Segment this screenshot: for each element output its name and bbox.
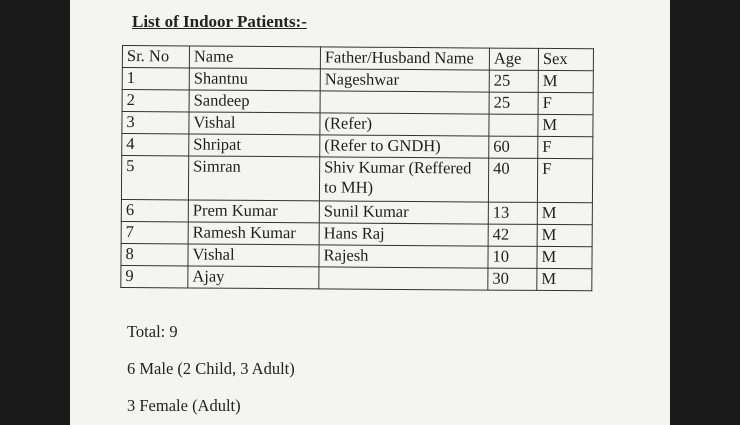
cell-sr-no: 6: [121, 199, 189, 222]
cell-name: Sandeep: [189, 89, 321, 113]
table-row: 9 Ajay 30 M: [120, 265, 592, 291]
cell-name: Prem Kumar: [188, 199, 320, 223]
header-sex: Sex: [538, 48, 594, 71]
cell-age: 30: [487, 268, 537, 291]
cell-sex: M: [536, 246, 593, 269]
cell-age: 40: [488, 158, 538, 203]
cell-father-husband-name: Nageshwar: [320, 68, 490, 93]
cell-name: Ramesh Kumar: [188, 221, 320, 245]
cell-father-husband-name: Sunil Kumar: [319, 200, 489, 225]
cell-sex: F: [537, 136, 593, 159]
cell-name: Simran: [188, 155, 320, 201]
document-paper: List of Indoor Patients:- Sr. No Name Fa…: [70, 0, 670, 425]
cell-age: 42: [488, 224, 538, 247]
cell-sr-no: 8: [120, 243, 189, 266]
cell-age: [488, 114, 539, 137]
table-header-row: Sr. No Name Father/Husband Name Age Sex: [122, 45, 594, 71]
cell-age: 25: [489, 92, 539, 115]
cell-father-husband-name: (Refer): [319, 112, 490, 137]
cell-father-husband-name: Rajesh: [318, 244, 489, 269]
total-text: Total: 9: [127, 322, 178, 341]
cell-father-husband-name: [318, 266, 488, 291]
cell-name: Ajay: [187, 265, 319, 289]
cell-name: Shantnu: [189, 67, 321, 91]
cell-sr-no: 1: [122, 67, 190, 90]
female-count-text: 3 Female (Adult): [127, 396, 241, 415]
table-row: 8 Vishal Rajesh 10 M: [120, 243, 593, 269]
header-sr-no: Sr. No: [122, 45, 190, 68]
cell-age: 10: [487, 246, 538, 269]
cell-age: 60: [488, 136, 538, 159]
cell-name: Vishal: [187, 243, 320, 267]
cell-sr-no: 5: [121, 155, 189, 200]
header-father-husband-name: Father/Husband Name: [320, 46, 490, 71]
patients-table: Sr. No Name Father/Husband Name Age Sex …: [120, 45, 594, 291]
table-row: 3 Vishal (Refer) M: [121, 111, 594, 137]
male-count-text: 6 Male (2 Child, 3 Adult): [127, 359, 295, 378]
cell-sex: M: [537, 114, 594, 137]
header-name: Name: [189, 45, 321, 69]
header-age: Age: [489, 48, 539, 71]
cell-sr-no: 3: [121, 111, 190, 134]
cell-age: 25: [489, 70, 539, 93]
cell-father-husband-name: [320, 90, 490, 115]
table-row: 6 Prem Kumar Sunil Kumar 13 M: [121, 199, 593, 225]
table-row: 4 Shripat (Refer to GNDH) 60 F: [121, 133, 593, 159]
cell-name: Shripat: [188, 133, 320, 157]
cell-sr-no: 2: [122, 89, 190, 112]
cell-sex: F: [537, 158, 593, 203]
table-row: 7 Ramesh Kumar Hans Raj 42 M: [121, 221, 593, 247]
cell-sex: M: [538, 70, 594, 93]
cell-father-husband-name: Shiv Kumar (Reffered to MH): [319, 156, 489, 203]
document-title: List of Indoor Patients:-: [132, 12, 307, 31]
cell-sex: M: [536, 268, 592, 291]
cell-age: 13: [488, 202, 538, 225]
cell-sr-no: 7: [121, 221, 189, 244]
table-row: 2 Sandeep 25 F: [122, 89, 594, 115]
cell-father-husband-name: Hans Raj: [319, 222, 489, 247]
table-row: 5 Simran Shiv Kumar (Reffered to MH) 40 F: [121, 155, 593, 203]
cell-sex: M: [537, 224, 593, 247]
table-row: 1 Shantnu Nageshwar 25 M: [122, 67, 594, 93]
cell-name: Vishal: [188, 111, 321, 135]
cell-sr-no: 4: [121, 133, 189, 156]
cell-sex: M: [537, 202, 593, 225]
cell-sr-no: 9: [120, 265, 188, 288]
cell-sex: F: [538, 92, 594, 115]
cell-father-husband-name: (Refer to GNDH): [319, 134, 489, 159]
